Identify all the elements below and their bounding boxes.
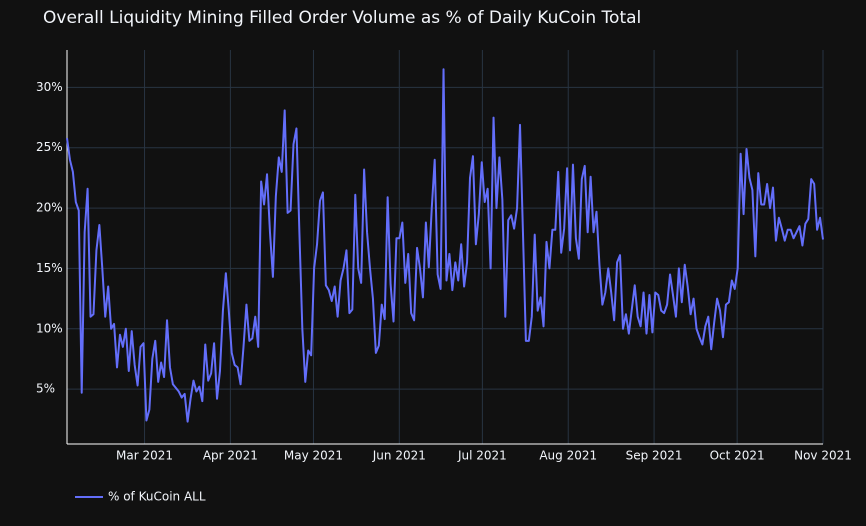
line-series — [66, 68, 824, 423]
y-tick-label: 30% — [36, 80, 63, 94]
x-tick-label: May 2021 — [284, 449, 343, 463]
x-tick-label: Jun 2021 — [372, 449, 426, 463]
x-tick-label: Jul 2021 — [457, 449, 507, 463]
x-tick-label: Nov 2021 — [794, 449, 852, 463]
y-tick-label: 15% — [36, 261, 63, 275]
chart-title: Overall Liquidity Mining Filled Order Vo… — [43, 8, 641, 28]
legend-label: % of KuCoin ALL — [108, 490, 206, 504]
y-tick-label: 10% — [36, 321, 63, 335]
x-tick-label: Sep 2021 — [626, 449, 683, 463]
y-tick-label: 5% — [36, 382, 55, 396]
y-tick-label: 25% — [36, 140, 63, 154]
x-tick-label: Aug 2021 — [539, 449, 597, 463]
x-tick-label: Apr 2021 — [203, 449, 258, 463]
x-tick-label: Mar 2021 — [116, 449, 173, 463]
x-tick-label: Oct 2021 — [710, 449, 765, 463]
y-tick-label: 20% — [36, 201, 63, 215]
